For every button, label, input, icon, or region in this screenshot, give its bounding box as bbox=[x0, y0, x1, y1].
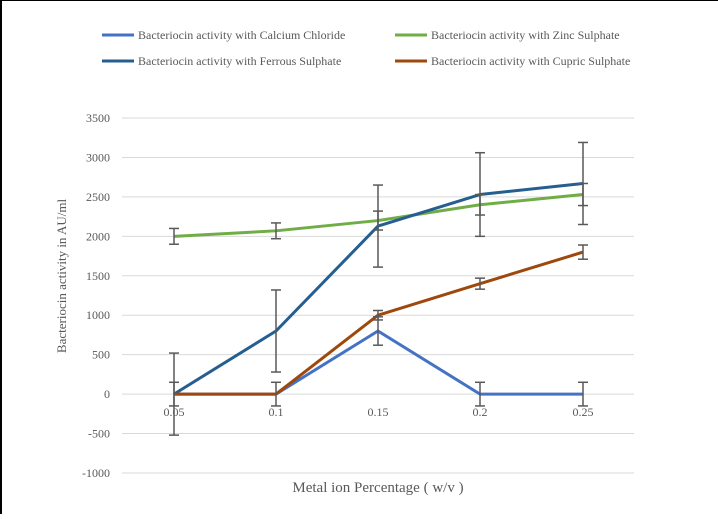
x-axis-ticks: 0.05 0.1 0.15 0.2 0.25 bbox=[164, 405, 594, 419]
x-tick-label: 0.2 bbox=[473, 405, 488, 419]
legend: Bacteriocin activity with Calcium Chlori… bbox=[102, 28, 630, 68]
gridlines bbox=[122, 117, 634, 474]
x-tick-label: 0.1 bbox=[269, 405, 284, 419]
legend-label: Bacteriocin activity with Ferrous Sulpha… bbox=[138, 54, 341, 68]
x-axis-label: Metal ion Percentage ( w/v ) bbox=[292, 480, 463, 496]
y-tick-label: -500 bbox=[88, 427, 110, 441]
x-tick-label: 0.15 bbox=[368, 405, 389, 419]
y-axis-ticks: 3500 3000 2500 2000 1500 1000 500 0 -500 -1000 bbox=[82, 111, 110, 480]
legend-label: Bacteriocin activity with Zinc Sulphate bbox=[431, 28, 620, 42]
y-tick-label: 1500 bbox=[86, 269, 110, 283]
y-tick-label: 3000 bbox=[86, 150, 110, 164]
y-tick-label: 2500 bbox=[86, 190, 110, 204]
y-axis-label: Bacteriocin activity in AU/ml bbox=[54, 199, 69, 354]
y-tick-label: 1000 bbox=[86, 308, 110, 322]
y-tick-label: -1000 bbox=[82, 466, 110, 480]
legend-label: Bacteriocin activity with Calcium Chlori… bbox=[138, 28, 345, 42]
legend-label: Bacteriocin activity with Cupric Sulphat… bbox=[431, 54, 630, 68]
error-bars bbox=[169, 141, 588, 436]
y-tick-label: 0 bbox=[104, 387, 110, 401]
y-tick-label: 3500 bbox=[86, 111, 110, 125]
y-tick-label: 500 bbox=[92, 348, 110, 362]
y-tick-label: 2000 bbox=[86, 229, 110, 243]
x-tick-label: 0.25 bbox=[573, 405, 594, 419]
